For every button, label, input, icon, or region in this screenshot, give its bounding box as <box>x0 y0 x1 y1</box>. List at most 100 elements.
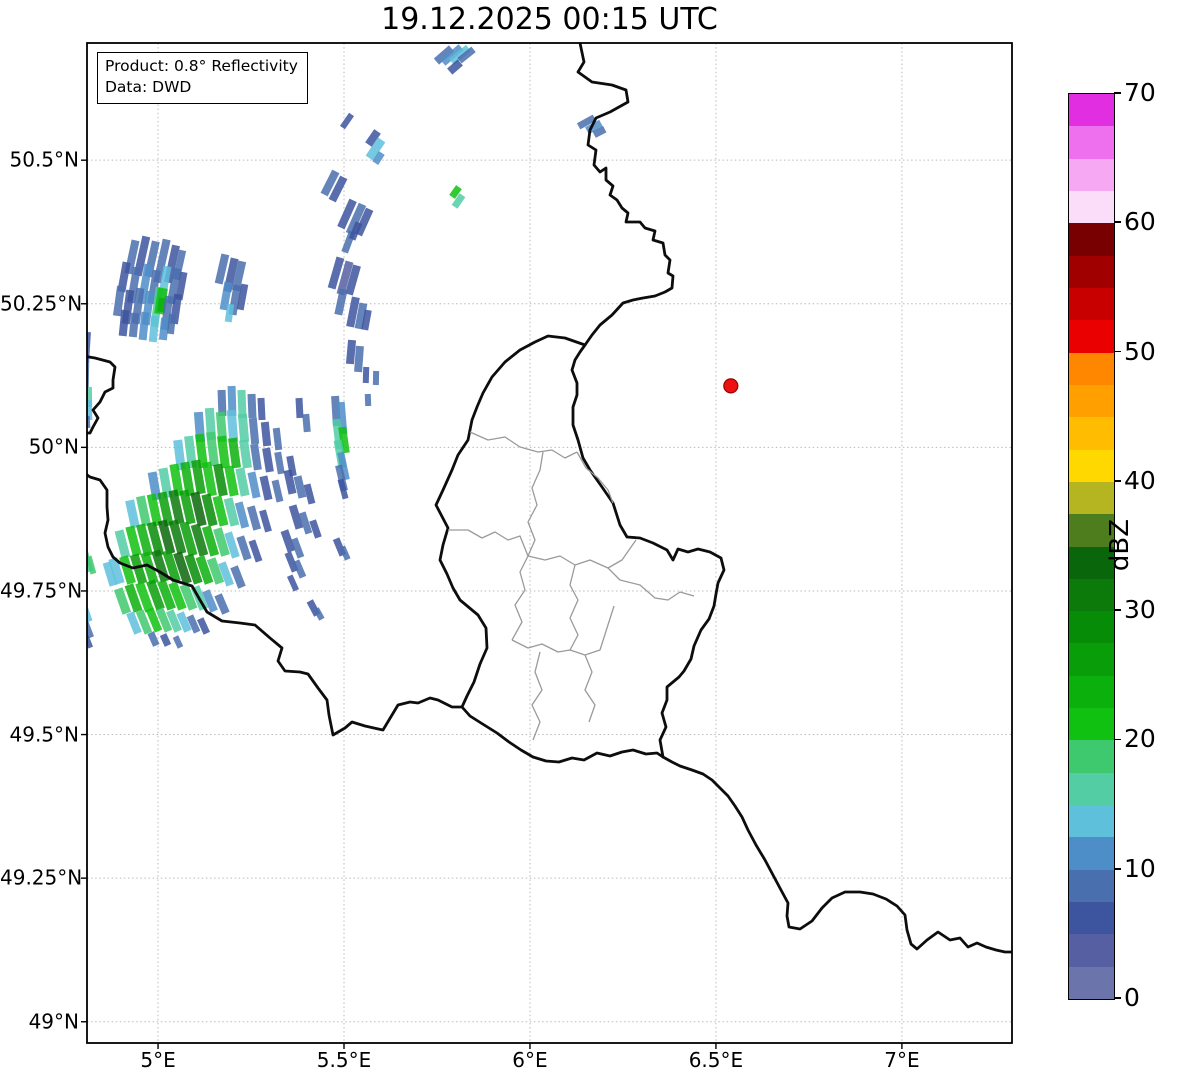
echo-cell <box>157 491 174 527</box>
echo-cell <box>235 467 250 497</box>
colorbar-segment <box>1069 319 1114 353</box>
echo-cell <box>172 635 184 649</box>
echo-cell <box>328 175 348 203</box>
echo-cell <box>166 313 177 335</box>
echo-cell <box>272 427 283 451</box>
echo-cell <box>286 574 300 592</box>
echo-cell <box>108 557 125 585</box>
y-tick-label: 49.25°N <box>0 865 83 890</box>
figure-title: 19.12.2025 00:15 UTC <box>381 2 718 37</box>
colorbar-tick-mark <box>1114 738 1121 741</box>
echo-cell <box>286 455 297 477</box>
echo-cell <box>345 202 367 236</box>
country-borders <box>87 43 1012 954</box>
colorbar-tick-label: 60 <box>1124 207 1156 237</box>
echo-cell <box>168 489 185 525</box>
echo-cell <box>447 59 463 75</box>
colorbar-tick-label: 10 <box>1124 853 1156 883</box>
border-france-belgium <box>87 473 464 737</box>
echo-cell <box>298 511 313 535</box>
y-tick-label: 50.25°N <box>0 291 83 316</box>
echo-cell <box>166 267 182 305</box>
echo-cell <box>309 519 322 539</box>
echo-cell <box>451 193 466 209</box>
echo-cell <box>173 551 192 585</box>
radar-site-marker <box>723 378 739 394</box>
echo-cell <box>365 129 381 147</box>
echo-cell <box>227 385 237 417</box>
echo-cell <box>592 126 607 138</box>
echo-cell <box>226 409 239 443</box>
echo-cell <box>180 461 195 497</box>
echo-cell <box>576 114 597 130</box>
echo-cell <box>190 523 209 557</box>
echo-cell <box>87 360 90 388</box>
colorbar-segment <box>1069 255 1114 288</box>
echo-cell <box>159 633 172 647</box>
echo-cell <box>313 607 325 621</box>
echo-cell <box>168 581 187 611</box>
echo-cell <box>206 557 225 585</box>
echo-cell <box>136 523 153 557</box>
colorbar-segment <box>1069 481 1114 515</box>
product-info-box: Product: 0.8° Reflectivity Data: DWD <box>97 52 308 104</box>
echo-cell <box>140 551 159 585</box>
colorbar-segment <box>1069 287 1114 321</box>
colorbar-segment <box>1069 578 1114 612</box>
data-source-label: Data: DWD <box>105 77 192 96</box>
echo-cell <box>246 505 262 531</box>
echo-cell <box>135 495 152 527</box>
echo-cell <box>320 169 340 197</box>
colorbar-segment <box>1069 449 1114 482</box>
x-tick-label: 5.5°E <box>316 1048 372 1072</box>
echo-cell <box>236 535 252 561</box>
echo-cell <box>146 579 165 611</box>
echo-cell <box>191 459 206 495</box>
echo-cell <box>214 593 230 615</box>
echo-cell <box>102 561 118 587</box>
echo-cell <box>345 339 357 365</box>
echo-cell <box>302 413 311 433</box>
echo-cell <box>179 489 196 525</box>
echo-cell <box>175 271 188 301</box>
echo-cell <box>247 393 257 419</box>
echo-cell <box>295 397 304 419</box>
colorbar-segment <box>1069 222 1114 256</box>
colorbar-segment <box>1069 384 1114 418</box>
echo-cell <box>362 366 370 384</box>
colorbar-segment <box>1069 416 1114 450</box>
echo-cell <box>457 46 476 64</box>
echo-cell <box>247 471 261 499</box>
colorbar-tick-label: 40 <box>1124 465 1156 495</box>
echo-cell <box>118 309 130 337</box>
colorbar-segment <box>1069 190 1114 224</box>
echo-cell <box>138 311 150 341</box>
echo-cell <box>216 435 231 469</box>
colorbar-tick-mark <box>1114 350 1121 353</box>
echo-cell <box>259 475 273 501</box>
colorbar-segment <box>1069 901 1114 935</box>
echo-cell <box>433 45 455 65</box>
echo-cell <box>128 312 140 338</box>
colorbar-segment <box>1069 125 1114 159</box>
x-tick-label: 7°E <box>884 1048 920 1072</box>
echo-cell <box>162 549 181 583</box>
echo-cell <box>364 393 372 407</box>
echo-cell <box>184 435 197 469</box>
colorbar-segment <box>1069 158 1114 191</box>
echo-cell <box>87 415 91 429</box>
echo-cell <box>145 607 163 633</box>
echo-cell <box>250 443 262 471</box>
y-tick-label: 50.5°N <box>9 147 80 172</box>
echo-cell <box>186 614 201 634</box>
echo-cell <box>345 264 361 296</box>
echo-cell <box>119 555 136 585</box>
echo-cell <box>202 461 217 497</box>
echo-cell <box>217 389 227 417</box>
echo-cell <box>372 370 380 386</box>
echo-cell <box>448 44 472 66</box>
echo-cell <box>195 555 214 585</box>
colorbar-segment <box>1069 546 1114 579</box>
border-givet-pocket <box>87 355 117 435</box>
colorbar-tick-mark <box>1114 480 1121 482</box>
